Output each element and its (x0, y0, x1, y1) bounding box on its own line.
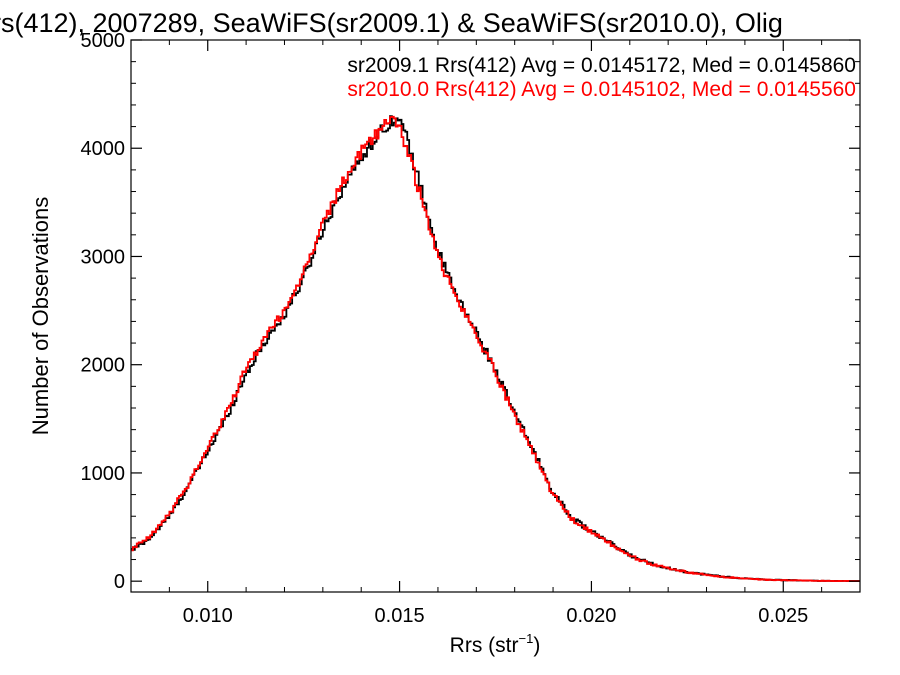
x-axis-label-superscript: −1 (519, 631, 534, 646)
x-tick-label: 0.025 (758, 605, 808, 627)
x-axis: 0.010 0.015 0.020 0.025 (130, 40, 861, 627)
plot-frame (130, 39, 861, 593)
x-axis-label: Rrs (str−1) (450, 631, 541, 657)
x-tick-label: 0.020 (566, 605, 616, 627)
y-axis-label: Number of Observations (28, 197, 53, 435)
legend-entry-sr2009: sr2009.1 Rrs(412) Avg = 0.0145172, Med =… (347, 54, 856, 77)
chart-title: rs(412), 2007289, SeaWiFS(sr2009.1) & Se… (0, 8, 783, 38)
x-tick-label: 0.010 (183, 605, 233, 627)
y-tick-label: 4000 (81, 138, 126, 160)
x-axis-label-close: ) (533, 634, 540, 657)
y-axis: 0 1000 2000 3000 4000 5000 (81, 30, 860, 593)
series-line-sr2009.1 (131, 115, 860, 583)
x-tick-label: 0.015 (375, 605, 425, 627)
y-tick-label: 1000 (81, 463, 126, 485)
y-tick-label: 0 (114, 571, 125, 593)
series-group (131, 115, 860, 583)
legend-entry-sr2010: sr2010.0 Rrs(412) Avg = 0.0145102, Med =… (347, 78, 856, 101)
y-tick-label: 5000 (81, 30, 126, 52)
series-line-sr2010.0 (131, 115, 860, 583)
y-tick-label: 3000 (81, 246, 126, 268)
x-axis-label-main: Rrs (str (450, 634, 519, 657)
y-tick-label: 2000 (81, 355, 126, 377)
